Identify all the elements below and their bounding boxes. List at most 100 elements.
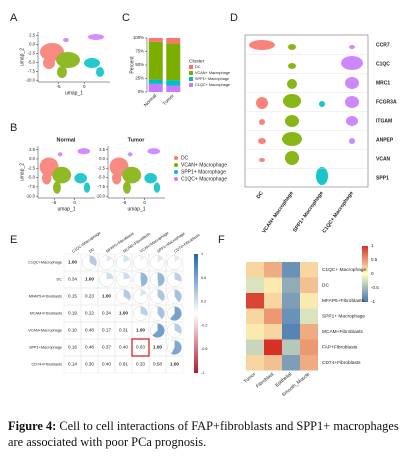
row-label: VCAN+Macrophage <box>28 329 62 333</box>
legend-label: VCAN+ Macrophage <box>195 71 230 75</box>
legend-label: DC <box>195 65 201 69</box>
colorbar-tick-label: 1 <box>201 252 203 256</box>
row-label: CD74+Fibroblasts <box>32 363 63 367</box>
column-label: C1QC+Macrophage <box>71 231 101 254</box>
umap-points <box>40 34 104 78</box>
violins <box>249 40 363 185</box>
umap-points <box>39 148 91 194</box>
x-tick-label: Tumor <box>162 93 176 107</box>
y-tick-label: 2.5 <box>99 147 105 152</box>
column-label: Fibroblast <box>255 371 276 390</box>
figure: A B Normal Tumor C D E F -5 0 2.5 0.0 -2.5 -5… <box>10 12 397 398</box>
legend-swatch <box>174 177 178 181</box>
highlight-box <box>131 338 150 357</box>
heatmap-cell <box>282 262 300 278</box>
panel-label: D <box>230 12 238 24</box>
pie-wedge <box>157 306 165 320</box>
pie-wedge <box>174 323 182 335</box>
y-tick-label: -2.5 <box>98 165 106 170</box>
colorbar-tick-label: 0.2 <box>201 300 206 304</box>
colorbar-tick-label: 0 <box>371 271 374 276</box>
matrix-value: 0.16 <box>68 345 77 350</box>
matrix-value: 1.00 <box>170 362 179 367</box>
row-label: FAP+Fibroblasts <box>322 345 358 351</box>
gene-label: C1QC <box>376 61 390 67</box>
row-label: DC <box>57 278 63 282</box>
x-tick-label: Normal <box>143 93 158 108</box>
bar-segment <box>166 43 181 81</box>
colorbar-tick-label: -0.2 <box>201 323 208 327</box>
heatmap-cell <box>264 355 282 371</box>
matrix-value: 0.10 <box>68 328 77 333</box>
matrix-value: 1.00 <box>136 328 145 333</box>
bar-segment <box>148 83 163 92</box>
gene-label: MRC1 <box>376 80 390 86</box>
heatmap-cell <box>282 277 300 293</box>
x-axis-label: umap_1 <box>127 206 145 212</box>
matrix-value: 0.48 <box>85 328 94 333</box>
column-label: DC <box>88 247 95 254</box>
heatmap-cell <box>246 339 264 355</box>
y-tick-label: 100% <box>133 35 144 40</box>
gene-label: SPP1 <box>376 175 389 181</box>
matrix-value: 0.33 <box>136 362 145 367</box>
matrix-value: 0.34 <box>102 311 111 316</box>
heatmap-cell <box>246 277 264 293</box>
colorbar-tick-label: -0.5 <box>371 285 379 290</box>
y-tick-label: -5.0 <box>28 59 36 64</box>
panel-label: E <box>10 234 17 246</box>
caption: Figure 4: Cell to cell interactions of F… <box>8 418 412 460</box>
pie-wedge <box>140 289 147 297</box>
heatmap-cell <box>264 293 282 309</box>
bar-segment <box>166 38 181 44</box>
heatmap-cell <box>264 308 282 324</box>
pie-wedge <box>140 255 145 263</box>
legend-label: C1QC+ Macrophage <box>181 176 227 182</box>
gene-label: ITGAM <box>376 118 392 124</box>
row-label: DC <box>322 283 329 289</box>
y-tick-label: -7.5 <box>98 184 106 189</box>
heatmap-cell <box>246 324 264 340</box>
group-label: DC <box>256 190 265 200</box>
pie-wedge <box>123 272 131 280</box>
x-tick-label: -5 <box>122 200 126 205</box>
heatmap-cell <box>300 308 318 324</box>
plot-title: Tumor <box>128 137 146 143</box>
matrix-value: 0.30 <box>85 362 94 367</box>
matrix-value: 0.61 <box>119 362 128 367</box>
matrix-value: 1.00 <box>119 311 128 316</box>
legend-swatch <box>174 163 178 167</box>
heatmap-cell <box>300 262 318 278</box>
legend-title: Cluster <box>189 58 205 64</box>
matrix-value: 0.14 <box>68 362 77 367</box>
bar-segment <box>148 79 163 84</box>
y-tick-label: 0% <box>138 89 144 94</box>
x-tick-label: 0 <box>73 200 76 205</box>
x-tick-label: -5 <box>52 200 56 205</box>
pie-wedge <box>157 272 165 287</box>
pie-wedge <box>174 255 181 263</box>
legend-swatch <box>174 156 178 160</box>
bar-segment <box>166 85 181 92</box>
row-label: MCAM+Fibroblasts <box>322 329 364 335</box>
heatmap-cell <box>300 293 318 309</box>
pie-wedge <box>174 272 182 282</box>
legend-label: DC <box>181 155 189 161</box>
panel-label: B <box>10 122 17 134</box>
heatmap-cell <box>246 262 264 278</box>
legend-label: C1QC+ Macrophage <box>195 83 230 87</box>
pie-wedge <box>170 340 182 355</box>
column-label: Tumor <box>243 371 258 385</box>
pie-wedge <box>140 306 148 317</box>
row-label: MCAM+Fibroblasts <box>30 312 62 316</box>
pie-wedge <box>140 272 148 287</box>
bar-segment <box>148 41 163 80</box>
pie-wedge <box>157 289 165 302</box>
legend-swatch <box>189 71 193 75</box>
y-tick-label: 2.5 <box>29 33 35 38</box>
matrix-value: 0.40 <box>102 362 111 367</box>
legend-swatch <box>189 83 193 87</box>
matrix-value: 0.23 <box>85 294 94 299</box>
y-tick-label: -7.5 <box>28 184 36 189</box>
heatmap-cell <box>300 324 318 340</box>
